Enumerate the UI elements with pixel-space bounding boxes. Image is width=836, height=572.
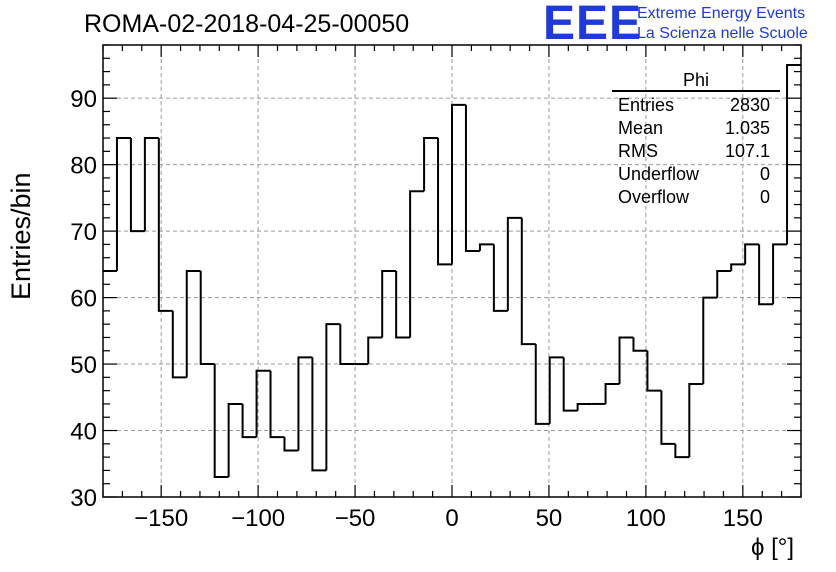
x-tick-label: 0 [445, 505, 458, 532]
stats-row-underflow: Underflow 0 [612, 163, 780, 186]
histogram-bin [395, 271, 411, 339]
histogram-bin [646, 350, 662, 392]
histogram-bin [423, 137, 439, 192]
histogram-bin [520, 217, 536, 346]
histogram-bin [464, 104, 480, 253]
histogram-bin [157, 138, 173, 312]
histogram-bin [506, 216, 522, 311]
histogram-bin [702, 296, 718, 384]
histogram-bin [758, 244, 774, 306]
histogram-bin [534, 344, 550, 425]
stats-row-rms: RMS 107.1 [612, 140, 780, 163]
stats-label: Overflow [618, 187, 690, 207]
x-tick-label: −100 [231, 505, 285, 532]
stats-row-overflow: Overflow 0 [612, 186, 780, 209]
histogram-bin [437, 138, 452, 266]
x-tick-label: 100 [626, 505, 666, 532]
x-tick-label: 150 [723, 505, 763, 532]
y-tick-label: 30 [70, 485, 97, 512]
histogram-bin [325, 323, 341, 471]
histogram-bin [311, 357, 327, 472]
stats-value: 107.1 [724, 141, 770, 161]
y-tick-label: 40 [70, 419, 97, 446]
stats-value: 1.035 [724, 118, 770, 138]
stats-label: Entries [618, 95, 675, 115]
histogram-bin [185, 270, 201, 378]
histogram-bin [492, 244, 508, 312]
stats-label: Mean [618, 118, 664, 138]
y-tick-label: 80 [70, 153, 97, 180]
histogram-bin [227, 402, 243, 478]
y-axis-label: Entries/bin [6, 172, 36, 300]
histogram-bin [339, 324, 355, 366]
stats-row-mean: Mean 1.035 [612, 117, 780, 140]
stats-box: Phi Entries 2830 Mean 1.035 RMS 107.1 Un… [612, 70, 780, 209]
histogram-bin [478, 243, 494, 252]
x-tick-label: 50 [536, 505, 563, 532]
histogram-bin [213, 364, 229, 479]
histogram-bin [199, 271, 215, 366]
histogram-bin [688, 383, 704, 458]
histogram-bin [786, 63, 801, 245]
histogram-bin [451, 103, 466, 265]
stats-value: 0 [759, 164, 770, 184]
stats-row-entries: Entries 2830 [612, 94, 780, 117]
histogram-bin [576, 402, 592, 411]
logo-line-1: Extreme Energy Events [637, 5, 806, 22]
histogram-bin [297, 356, 313, 451]
y-tick-label: 70 [70, 219, 97, 246]
histogram-bin [618, 336, 634, 384]
histogram-bin [143, 137, 159, 232]
x-axis-label: ϕ [°] [751, 534, 795, 561]
stats-label: RMS [618, 141, 658, 161]
histogram-bin [730, 263, 746, 271]
histogram-bin [367, 336, 383, 365]
histogram-bin [674, 443, 690, 459]
stats-histogram-name: Phi [612, 70, 780, 92]
histogram-bin [115, 137, 131, 271]
chart-title: ROMA-02-2018-04-25-00050 [84, 10, 410, 38]
stats-value: 2830 [729, 95, 770, 115]
y-tick-label: 60 [70, 286, 97, 313]
histogram-bin [171, 310, 187, 379]
x-tick-label: −50 [335, 505, 376, 532]
histogram-bin [255, 369, 271, 438]
histogram-bin [283, 437, 299, 452]
stats-label: Underflow [618, 164, 700, 184]
stats-value: 0 [759, 187, 770, 207]
histogram-bin [381, 270, 397, 338]
histogram-bin [632, 337, 648, 352]
y-tick-label: 90 [70, 86, 97, 113]
histogram-bin [562, 357, 578, 412]
eee-logo: EEE [543, 0, 643, 50]
histogram-bin [604, 383, 620, 404]
y-tick-label: 50 [70, 352, 97, 379]
histogram-bin [772, 243, 788, 305]
histogram-bin [548, 356, 564, 424]
histogram-bin [269, 370, 285, 439]
histogram-bin [716, 270, 732, 298]
histogram-bin [660, 390, 676, 445]
logo-caption: Extreme Energy Events La Scienza nelle S… [637, 4, 808, 44]
histogram-bin [241, 403, 257, 439]
x-tick-label: −150 [134, 505, 188, 532]
logo-line-2: La Scienza nelle Scuole [637, 25, 808, 42]
histogram-bin [744, 243, 760, 265]
histogram-bin [409, 190, 425, 338]
histogram-bin [129, 138, 145, 233]
